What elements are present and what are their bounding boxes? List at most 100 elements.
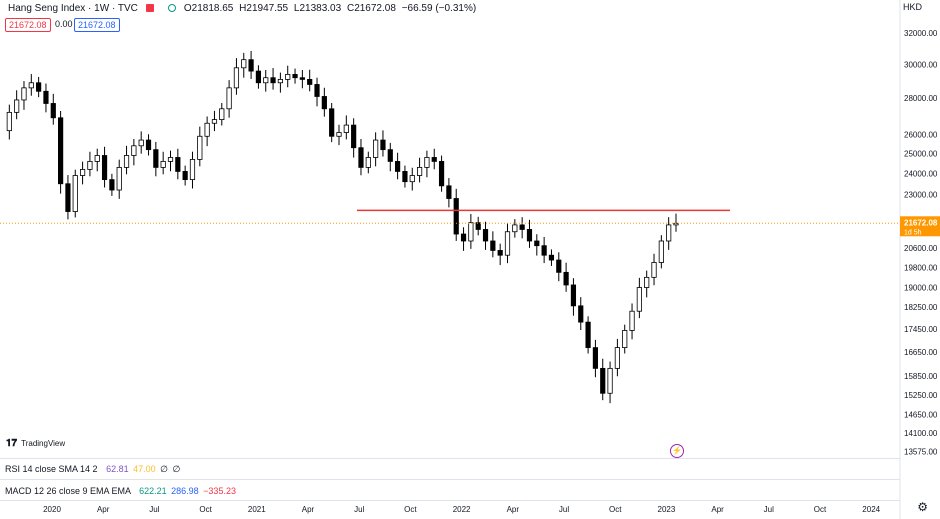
- candle-down: [387, 149, 393, 162]
- candle-up: [28, 82, 34, 89]
- candle-up: [614, 347, 620, 369]
- candle-down: [402, 171, 408, 183]
- candle-up: [123, 155, 130, 168]
- candle-down: [460, 233, 467, 242]
- spread-value: 0.00: [55, 19, 73, 29]
- candle-down: [534, 240, 540, 247]
- y-tick-label: 28000.00: [904, 94, 938, 103]
- x-tick-label: Oct: [404, 505, 417, 514]
- candle-down: [307, 79, 313, 85]
- candle-up: [285, 73, 291, 80]
- last-price-tag: [900, 216, 940, 237]
- candle-down: [58, 117, 64, 185]
- candle-down: [526, 229, 533, 242]
- candle-up: [666, 224, 672, 242]
- y-tick-label: 23000.00: [904, 190, 938, 199]
- macd-hist-value: −335.23: [203, 486, 236, 496]
- tv-logo-text: TradingView: [21, 439, 66, 448]
- change-value: −66.59 (−0.31%): [401, 2, 477, 14]
- candle-down: [600, 367, 606, 394]
- candle-up: [373, 139, 379, 158]
- symbol-title[interactable]: Hang Seng Index · 1W · TVC: [8, 2, 138, 14]
- candle-down: [36, 82, 42, 92]
- candle-down: [563, 271, 569, 286]
- macd-signal-value: 286.98: [171, 486, 199, 496]
- candle-down: [585, 321, 591, 349]
- candle-up: [79, 169, 86, 176]
- x-tick-label: Jul: [149, 505, 159, 514]
- candle-down: [453, 198, 459, 235]
- candle-down: [351, 124, 357, 149]
- x-tick-label: 2021: [248, 505, 266, 514]
- x-tick-label: Jul: [764, 505, 774, 514]
- currency-label[interactable]: HKD: [902, 2, 922, 12]
- buy-button[interactable]: 21672.08: [74, 18, 120, 32]
- y-tick-label: 17450.00: [904, 325, 938, 334]
- candle-up: [87, 161, 93, 170]
- last-price-label: 21672.08: [904, 218, 938, 227]
- candle-up: [6, 111, 12, 132]
- rsi-value: 62.81: [106, 464, 129, 474]
- x-tick-label: Oct: [609, 505, 622, 514]
- candle-up: [416, 167, 423, 176]
- candle-up: [116, 167, 122, 191]
- candle-up: [622, 330, 628, 349]
- candle-up: [468, 222, 474, 242]
- macd-legend[interactable]: MACD 12 26 close 9 EMA EMA 622.21 286.98…: [5, 486, 236, 496]
- candle-down: [519, 224, 525, 230]
- flash-icon[interactable]: ⚡: [670, 444, 684, 458]
- candle-up: [409, 175, 415, 183]
- candle-up: [607, 367, 613, 394]
- x-tick-label: Oct: [199, 505, 212, 514]
- candle-up: [651, 262, 657, 278]
- pane-divider-2[interactable]: [0, 479, 900, 480]
- candle-up: [204, 122, 210, 137]
- candle-up: [21, 87, 27, 101]
- candle-up: [424, 157, 430, 168]
- rsi-sma-value: 47.00: [133, 464, 156, 474]
- x-tick-label: Apr: [302, 505, 315, 514]
- rsi-label: RSI 14 close SMA 14 2: [5, 464, 98, 474]
- candle-down: [321, 96, 327, 110]
- candle-down: [101, 155, 108, 181]
- tv-logo-icon: 𝟏𝟕: [6, 438, 18, 449]
- candle-down: [50, 103, 56, 119]
- candle-down: [490, 240, 496, 251]
- candle-down: [255, 70, 262, 84]
- candle-up: [226, 87, 232, 110]
- x-tick-label: Apr: [711, 505, 724, 514]
- candle-up: [197, 135, 203, 160]
- x-tick-label: 2024: [862, 505, 880, 514]
- candle-up: [189, 159, 196, 181]
- data-status-icon: [167, 4, 176, 12]
- candle-down: [65, 183, 71, 212]
- y-tick-label: 25000.00: [904, 150, 938, 159]
- candle-down: [299, 77, 305, 80]
- candle-down: [358, 147, 364, 168]
- candle-up: [277, 79, 283, 84]
- settings-gear-icon[interactable]: ⚙: [917, 500, 928, 514]
- rsi-legend[interactable]: RSI 14 close SMA 14 2 62.81 47.00 ∅ ∅: [5, 464, 180, 475]
- tradingview-logo: 𝟏𝟕 TradingView: [6, 438, 65, 449]
- candle-down: [438, 161, 445, 187]
- y-tick-label: 24000.00: [904, 169, 938, 178]
- candle-up: [131, 145, 137, 156]
- macd-label: MACD 12 26 close 9 EMA EMA: [5, 486, 131, 496]
- candle-up: [343, 124, 349, 133]
- candle-down: [578, 305, 584, 323]
- candle-up: [160, 161, 166, 168]
- candle-down: [292, 73, 298, 79]
- pane-divider[interactable]: [0, 458, 900, 459]
- candle-up: [219, 108, 225, 120]
- candle-down: [482, 229, 489, 242]
- y-tick-label: 32000.00: [904, 29, 938, 38]
- y-tick-label: 19000.00: [904, 284, 938, 293]
- candle-up: [167, 157, 174, 162]
- candle-down: [329, 108, 335, 137]
- candle-down: [548, 254, 555, 261]
- candle-up: [241, 59, 247, 69]
- sell-button[interactable]: 21672.08: [5, 18, 51, 32]
- candle-down: [395, 161, 401, 172]
- y-tick-label: 15850.00: [904, 372, 938, 381]
